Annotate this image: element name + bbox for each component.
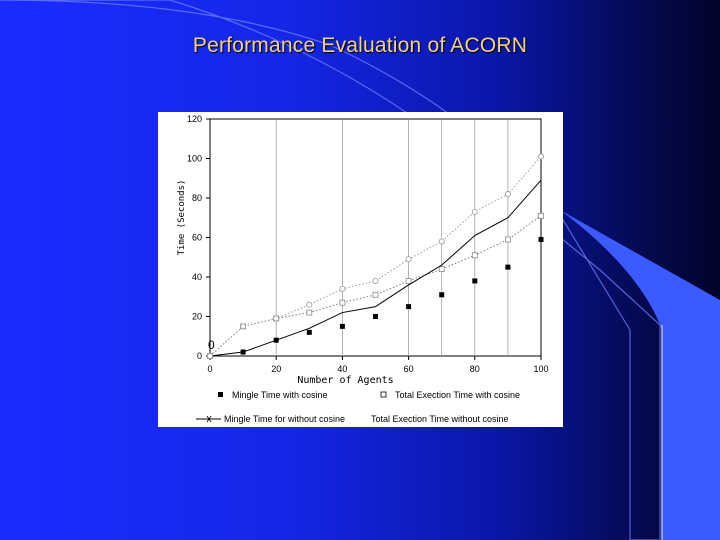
data-point [505,264,511,270]
legend-label: Total Exection Time with cosine [395,390,520,400]
x-tick-label: 40 [337,364,347,374]
y-tick-label: 60 [192,233,202,243]
data-point [504,191,511,198]
y-tick-label: 0 [197,351,202,361]
y-tick-label: 100 [187,154,202,164]
data-point [306,309,313,316]
data-point [306,329,312,335]
data-point [406,304,412,310]
data-point [471,252,478,259]
x-tick-label: 20 [271,364,281,374]
data-point [240,323,247,330]
data-point [372,277,379,284]
origin-annotation: 0 [208,338,215,352]
legend-label: Mingle Time for without cosine [224,414,345,424]
y-tick-label: 20 [192,312,202,322]
data-point [405,278,412,284]
x-tick-label: 60 [404,364,414,374]
legend-marker [206,415,212,423]
legend-marker [380,391,387,398]
data-point [306,301,313,308]
plot-frame [209,118,542,357]
x-tick-label: 100 [533,364,548,374]
slide-title: Performance Evaluation of ACORN [192,34,528,57]
data-point [537,153,544,160]
series-line [209,179,542,357]
series-line [209,156,542,357]
y-tick-label: 120 [187,114,202,124]
data-point [372,291,379,298]
data-point [339,323,345,329]
performance-chart: 0 20 40 60 80 100 0 20 40 60 80 100 120 Number of Age… [177,114,549,424]
data-point [339,299,346,306]
series-line [209,215,542,357]
legend-label: Mingle Time with cosine [232,390,328,400]
data-point [471,208,478,215]
data-point [339,285,346,292]
data-point [405,256,412,263]
data-point [438,238,445,245]
x-tick-label: 80 [470,364,480,374]
x-tick-label: 0 [207,364,212,374]
legend-marker [218,392,223,397]
data-point [207,352,214,359]
data-point [439,292,445,298]
data-point [538,212,544,219]
data-point [538,236,544,242]
y-tick-label: 40 [192,272,202,282]
legend-label: Total Exection Time without cosine [371,414,509,424]
data-point [373,314,378,319]
data-point [504,236,511,243]
y-axis-label: Time (Seconds) [177,180,187,256]
chart-panel: 0 20 40 60 80 100 0 20 40 60 80 100 120 Number of Age… [158,112,563,427]
data-point [472,278,478,284]
data-point [438,266,445,273]
data-point [273,315,280,322]
y-tick-label: 80 [192,193,202,203]
x-axis-label: Number of Agents [297,375,393,386]
